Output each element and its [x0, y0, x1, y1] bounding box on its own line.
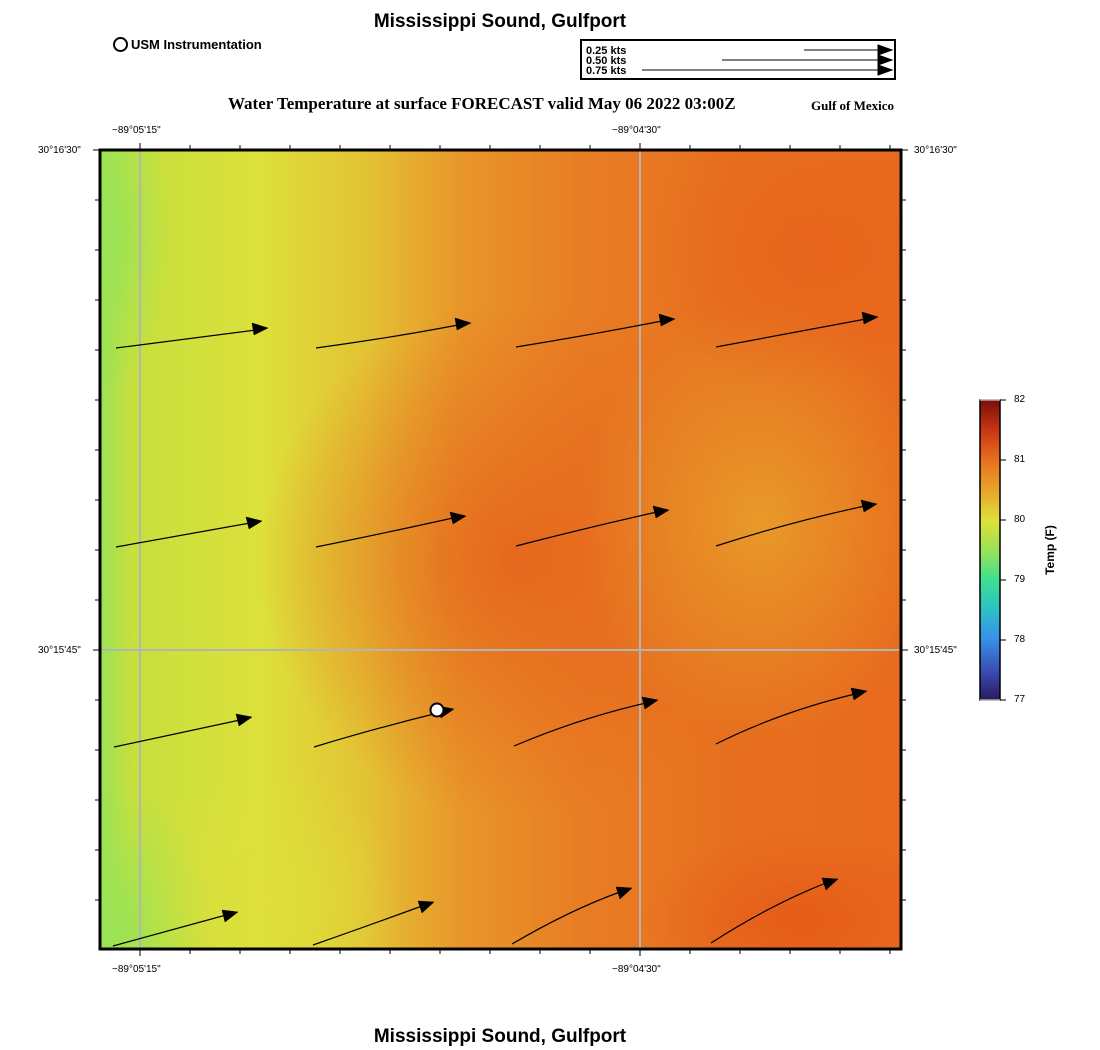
lon-label-bottom-2: −89°04'30": [612, 964, 661, 975]
arrowhead-icon: [861, 311, 879, 325]
current-vector: [715, 505, 866, 547]
current-vector: [315, 517, 454, 548]
colorbar-ramp: [979, 399, 1001, 701]
temperature-field: [100, 150, 901, 949]
vector-arrowhead-icon: [877, 44, 894, 56]
colorbar-tick-80: 80: [1014, 514, 1026, 525]
colorbar-tick-82: 82: [1014, 394, 1026, 405]
current-vector: [112, 914, 227, 947]
lon-label-top-2: −89°04'30": [612, 125, 661, 136]
graticule: [100, 150, 901, 949]
lat-label-left-2: 30°15'45": [38, 645, 81, 656]
arrowhead-icon: [251, 322, 269, 336]
usm-legend: USM Instrumentation: [113, 37, 262, 52]
current-vector: [515, 511, 658, 547]
usm-legend-label: USM Instrumentation: [131, 37, 262, 52]
current-vector: [715, 318, 867, 348]
arrowhead-icon: [449, 511, 467, 525]
arrowhead-icon: [245, 516, 263, 530]
arrowhead-icon: [652, 505, 670, 519]
lat-label-right-2: 30°15'45": [914, 645, 957, 656]
current-vector: [513, 702, 647, 747]
frame-ticks: [93, 143, 908, 956]
arrowhead-icon: [850, 687, 868, 701]
vector-arrowhead-icon: [877, 64, 894, 76]
current-vector: [115, 329, 257, 349]
colorbar-title: Temp (F): [1043, 525, 1057, 575]
current-vectors: [112, 318, 867, 947]
map-title-top: Mississippi Sound, Gulfport: [373, 11, 627, 32]
arrowhead-icon: [235, 713, 253, 727]
colorbar-title-wrap: Temp (F): [1010, 525, 1090, 575]
forecast-subtitle: Water Temperature at surface FORECAST va…: [228, 94, 736, 113]
arrowhead-icon: [641, 696, 659, 710]
lon-label-bottom-1: −89°05'15": [112, 964, 161, 975]
lat-label-right-1: 30°16'30": [914, 145, 957, 156]
vector-scale-label-3: 0.75 kts: [586, 65, 626, 77]
arrowhead-icon: [615, 886, 633, 900]
current-vector: [312, 905, 423, 946]
lon-label-top-1: −89°05'15": [112, 125, 161, 136]
arrowhead-icon: [658, 313, 676, 327]
current-vector: [313, 711, 443, 748]
colorbar: [979, 399, 1006, 701]
colorbar-tick-77: 77: [1014, 694, 1026, 705]
vector-scale-legend: 0.25 kts 0.50 kts 0.75 kts: [580, 39, 896, 80]
vector-arrowhead-icon: [877, 54, 894, 66]
current-vector: [511, 891, 621, 945]
colorbar-tick-81: 81: [1014, 454, 1026, 465]
lat-label-left-1: 30°16'30": [38, 145, 81, 156]
current-vector: [710, 882, 827, 944]
colorbar-tick-79: 79: [1014, 574, 1026, 585]
arrowhead-icon: [221, 909, 239, 923]
vector-scale-label-1: 0.25 kts: [586, 45, 626, 57]
current-vector: [115, 522, 251, 548]
arrowhead-icon: [454, 317, 472, 331]
vector-scale-label-2: 0.50 kts: [586, 55, 626, 67]
current-vector: [515, 320, 663, 348]
vector-arrowheads: [221, 311, 879, 923]
current-vector: [715, 693, 856, 745]
region-label: Gulf of Mexico: [811, 98, 895, 113]
current-vector: [315, 324, 459, 349]
usm-station-marker[interactable]: [429, 702, 445, 718]
current-vector: [113, 719, 241, 748]
arrowhead-icon: [860, 499, 878, 513]
colorbar-tick-78: 78: [1014, 634, 1026, 645]
arrowhead-icon: [821, 877, 839, 891]
map-title-bottom: Mississippi Sound, Gulfport: [373, 1026, 627, 1047]
station-marker-icon: [113, 37, 128, 52]
arrowhead-icon: [417, 900, 435, 914]
